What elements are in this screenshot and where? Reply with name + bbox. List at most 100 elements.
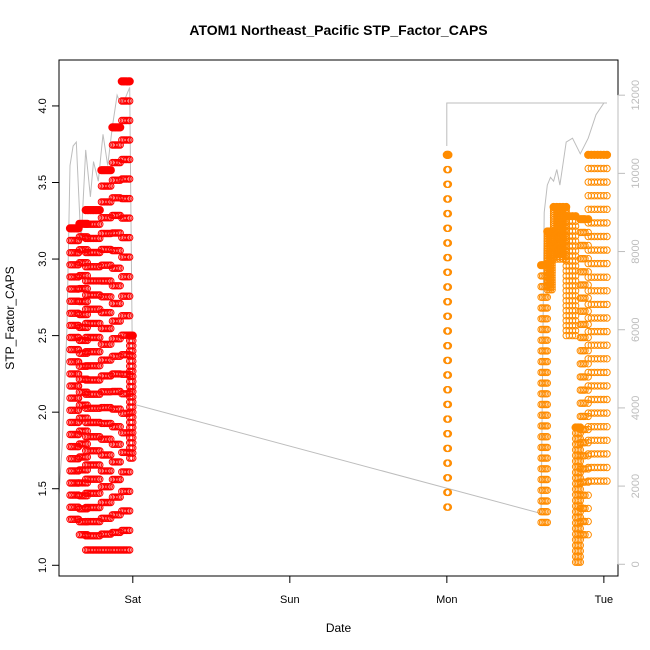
data-point xyxy=(543,486,551,494)
data-point xyxy=(603,178,611,186)
y-tick-label: 4.0 xyxy=(37,98,49,113)
y-axis-right: 0 2000 4000 6000 8000 10000 12000 xyxy=(617,80,642,567)
data-point xyxy=(603,436,611,444)
data-point xyxy=(571,257,580,265)
data-point xyxy=(543,411,551,419)
data-point xyxy=(584,504,592,513)
data-point xyxy=(600,409,608,417)
data-point xyxy=(548,286,556,294)
data-point xyxy=(129,413,137,421)
data-point xyxy=(600,164,608,173)
data-point xyxy=(600,219,608,227)
data-points-layer xyxy=(65,77,612,566)
data-point xyxy=(603,259,611,268)
data-point xyxy=(444,239,453,247)
data-point xyxy=(116,264,124,272)
data-point xyxy=(129,388,137,396)
data-point xyxy=(600,382,608,390)
y-tick-label: 3.0 xyxy=(37,251,49,266)
data-point xyxy=(96,348,104,356)
data-point xyxy=(444,195,453,203)
data-point xyxy=(548,283,556,291)
data-point xyxy=(129,403,137,411)
data-point xyxy=(126,253,134,261)
data-point xyxy=(444,356,453,365)
data-point xyxy=(107,467,115,475)
data-point xyxy=(116,475,124,484)
data-point xyxy=(444,503,453,511)
data-point xyxy=(444,327,453,335)
data-point xyxy=(584,281,592,289)
data-point xyxy=(126,312,134,320)
data-point xyxy=(129,408,137,416)
data-point xyxy=(126,273,134,281)
data-point xyxy=(129,377,137,386)
data-point xyxy=(576,536,584,544)
data-point xyxy=(576,541,584,550)
data-point xyxy=(576,496,584,505)
y-axis-label: STP_Factor_CAPS xyxy=(3,266,17,369)
data-point xyxy=(576,558,584,566)
data-point xyxy=(129,428,137,437)
data-point xyxy=(129,423,137,432)
data-point xyxy=(548,281,556,289)
data-point xyxy=(603,314,611,322)
data-point xyxy=(543,465,551,473)
data-point xyxy=(603,164,611,173)
data-point xyxy=(126,194,134,203)
data-point xyxy=(548,273,556,282)
x-axis-label: Date xyxy=(326,621,352,635)
y-tick-label: 1.0 xyxy=(37,558,49,573)
data-point xyxy=(600,287,608,295)
data-point xyxy=(96,333,104,342)
data-point xyxy=(543,315,551,323)
data-point xyxy=(571,292,580,300)
data-point xyxy=(571,232,580,240)
data-point xyxy=(444,386,453,394)
data-point xyxy=(129,352,137,360)
x-tick-label: Sat xyxy=(125,594,142,606)
data-point xyxy=(603,300,611,309)
data-point xyxy=(107,435,115,443)
y2-tick-label: 2000 xyxy=(630,474,642,498)
data-point xyxy=(548,271,556,279)
y-tick-label: 2.5 xyxy=(37,328,49,343)
data-point xyxy=(571,326,580,335)
data-point xyxy=(107,324,115,333)
data-point xyxy=(543,454,551,462)
data-point xyxy=(116,282,124,290)
data-point xyxy=(126,175,134,183)
series-1 xyxy=(65,77,137,554)
data-point xyxy=(444,415,453,423)
data-point xyxy=(571,237,580,245)
data-point xyxy=(581,333,589,342)
data-point xyxy=(444,180,453,189)
data-point xyxy=(602,150,612,159)
data-point xyxy=(444,253,453,262)
y2-tick-label: 4000 xyxy=(630,396,642,420)
data-point xyxy=(444,209,453,218)
data-point xyxy=(548,266,556,274)
data-point xyxy=(600,246,608,254)
data-point xyxy=(603,205,611,214)
data-point xyxy=(125,77,134,86)
data-point xyxy=(571,302,580,310)
data-point xyxy=(603,232,611,241)
data-point xyxy=(444,400,453,409)
data-point xyxy=(543,518,551,527)
data-point xyxy=(600,368,608,377)
data-point xyxy=(543,400,551,409)
secondary-line xyxy=(58,87,607,515)
x-axis: Sat Sun Mon Tue xyxy=(125,575,613,606)
data-point xyxy=(95,206,104,215)
data-point xyxy=(444,444,453,453)
data-point xyxy=(126,233,134,242)
y2-tick-label: 0 xyxy=(630,561,642,567)
data-point xyxy=(543,508,551,516)
data-point xyxy=(543,368,551,377)
data-point xyxy=(126,116,134,125)
data-point xyxy=(107,498,115,507)
data-point xyxy=(129,393,137,401)
data-point xyxy=(562,202,571,212)
data-point xyxy=(116,123,125,132)
